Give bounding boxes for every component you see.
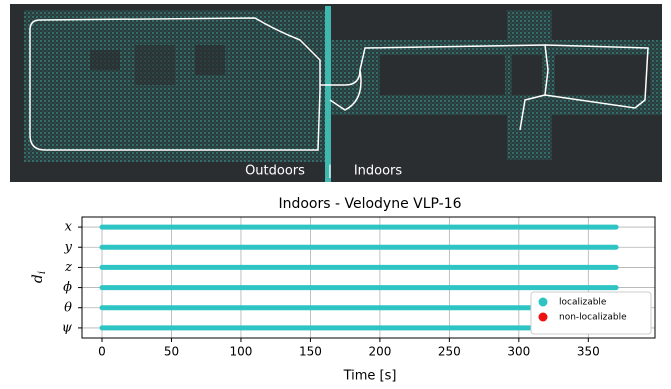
x-tick-label: 50 — [164, 345, 179, 359]
x-tick-label: 250 — [438, 345, 461, 359]
legend-marker — [539, 298, 548, 307]
figure: Outdoors | Indoors Indoors - Velodyne VL… — [0, 0, 671, 389]
y-tick-label: ψ — [62, 320, 73, 335]
y-tick-label: y — [64, 240, 73, 255]
y-tick-label: z — [64, 260, 72, 275]
map-label: Outdoors — [245, 164, 305, 179]
y-tick-label: x — [65, 220, 73, 235]
x-axis-label: Time [s] — [343, 369, 397, 384]
legend: localizable non-localizable — [531, 292, 651, 334]
point-cloud-map: Outdoors | Indoors — [10, 4, 662, 182]
y-axis-label: di — [30, 271, 48, 283]
y-tick-label: θ — [64, 300, 72, 315]
x-tick-label: 200 — [368, 345, 391, 359]
x-tick-label: 150 — [299, 345, 322, 359]
x-tick-label: 100 — [229, 345, 252, 359]
map-label: Indoors — [354, 164, 403, 179]
legend-label: localizable — [559, 298, 607, 308]
legend-marker — [539, 313, 548, 322]
legend-label: non-localizable — [559, 313, 627, 323]
x-tick-label: 300 — [507, 345, 530, 359]
x-tick-label: 0 — [98, 345, 106, 359]
x-tick-label: 350 — [577, 345, 600, 359]
map-separator: | — [328, 164, 332, 179]
y-tick-label: ϕ — [63, 280, 72, 295]
chart-title: Indoors - Velodyne VLP-16 — [278, 196, 461, 212]
